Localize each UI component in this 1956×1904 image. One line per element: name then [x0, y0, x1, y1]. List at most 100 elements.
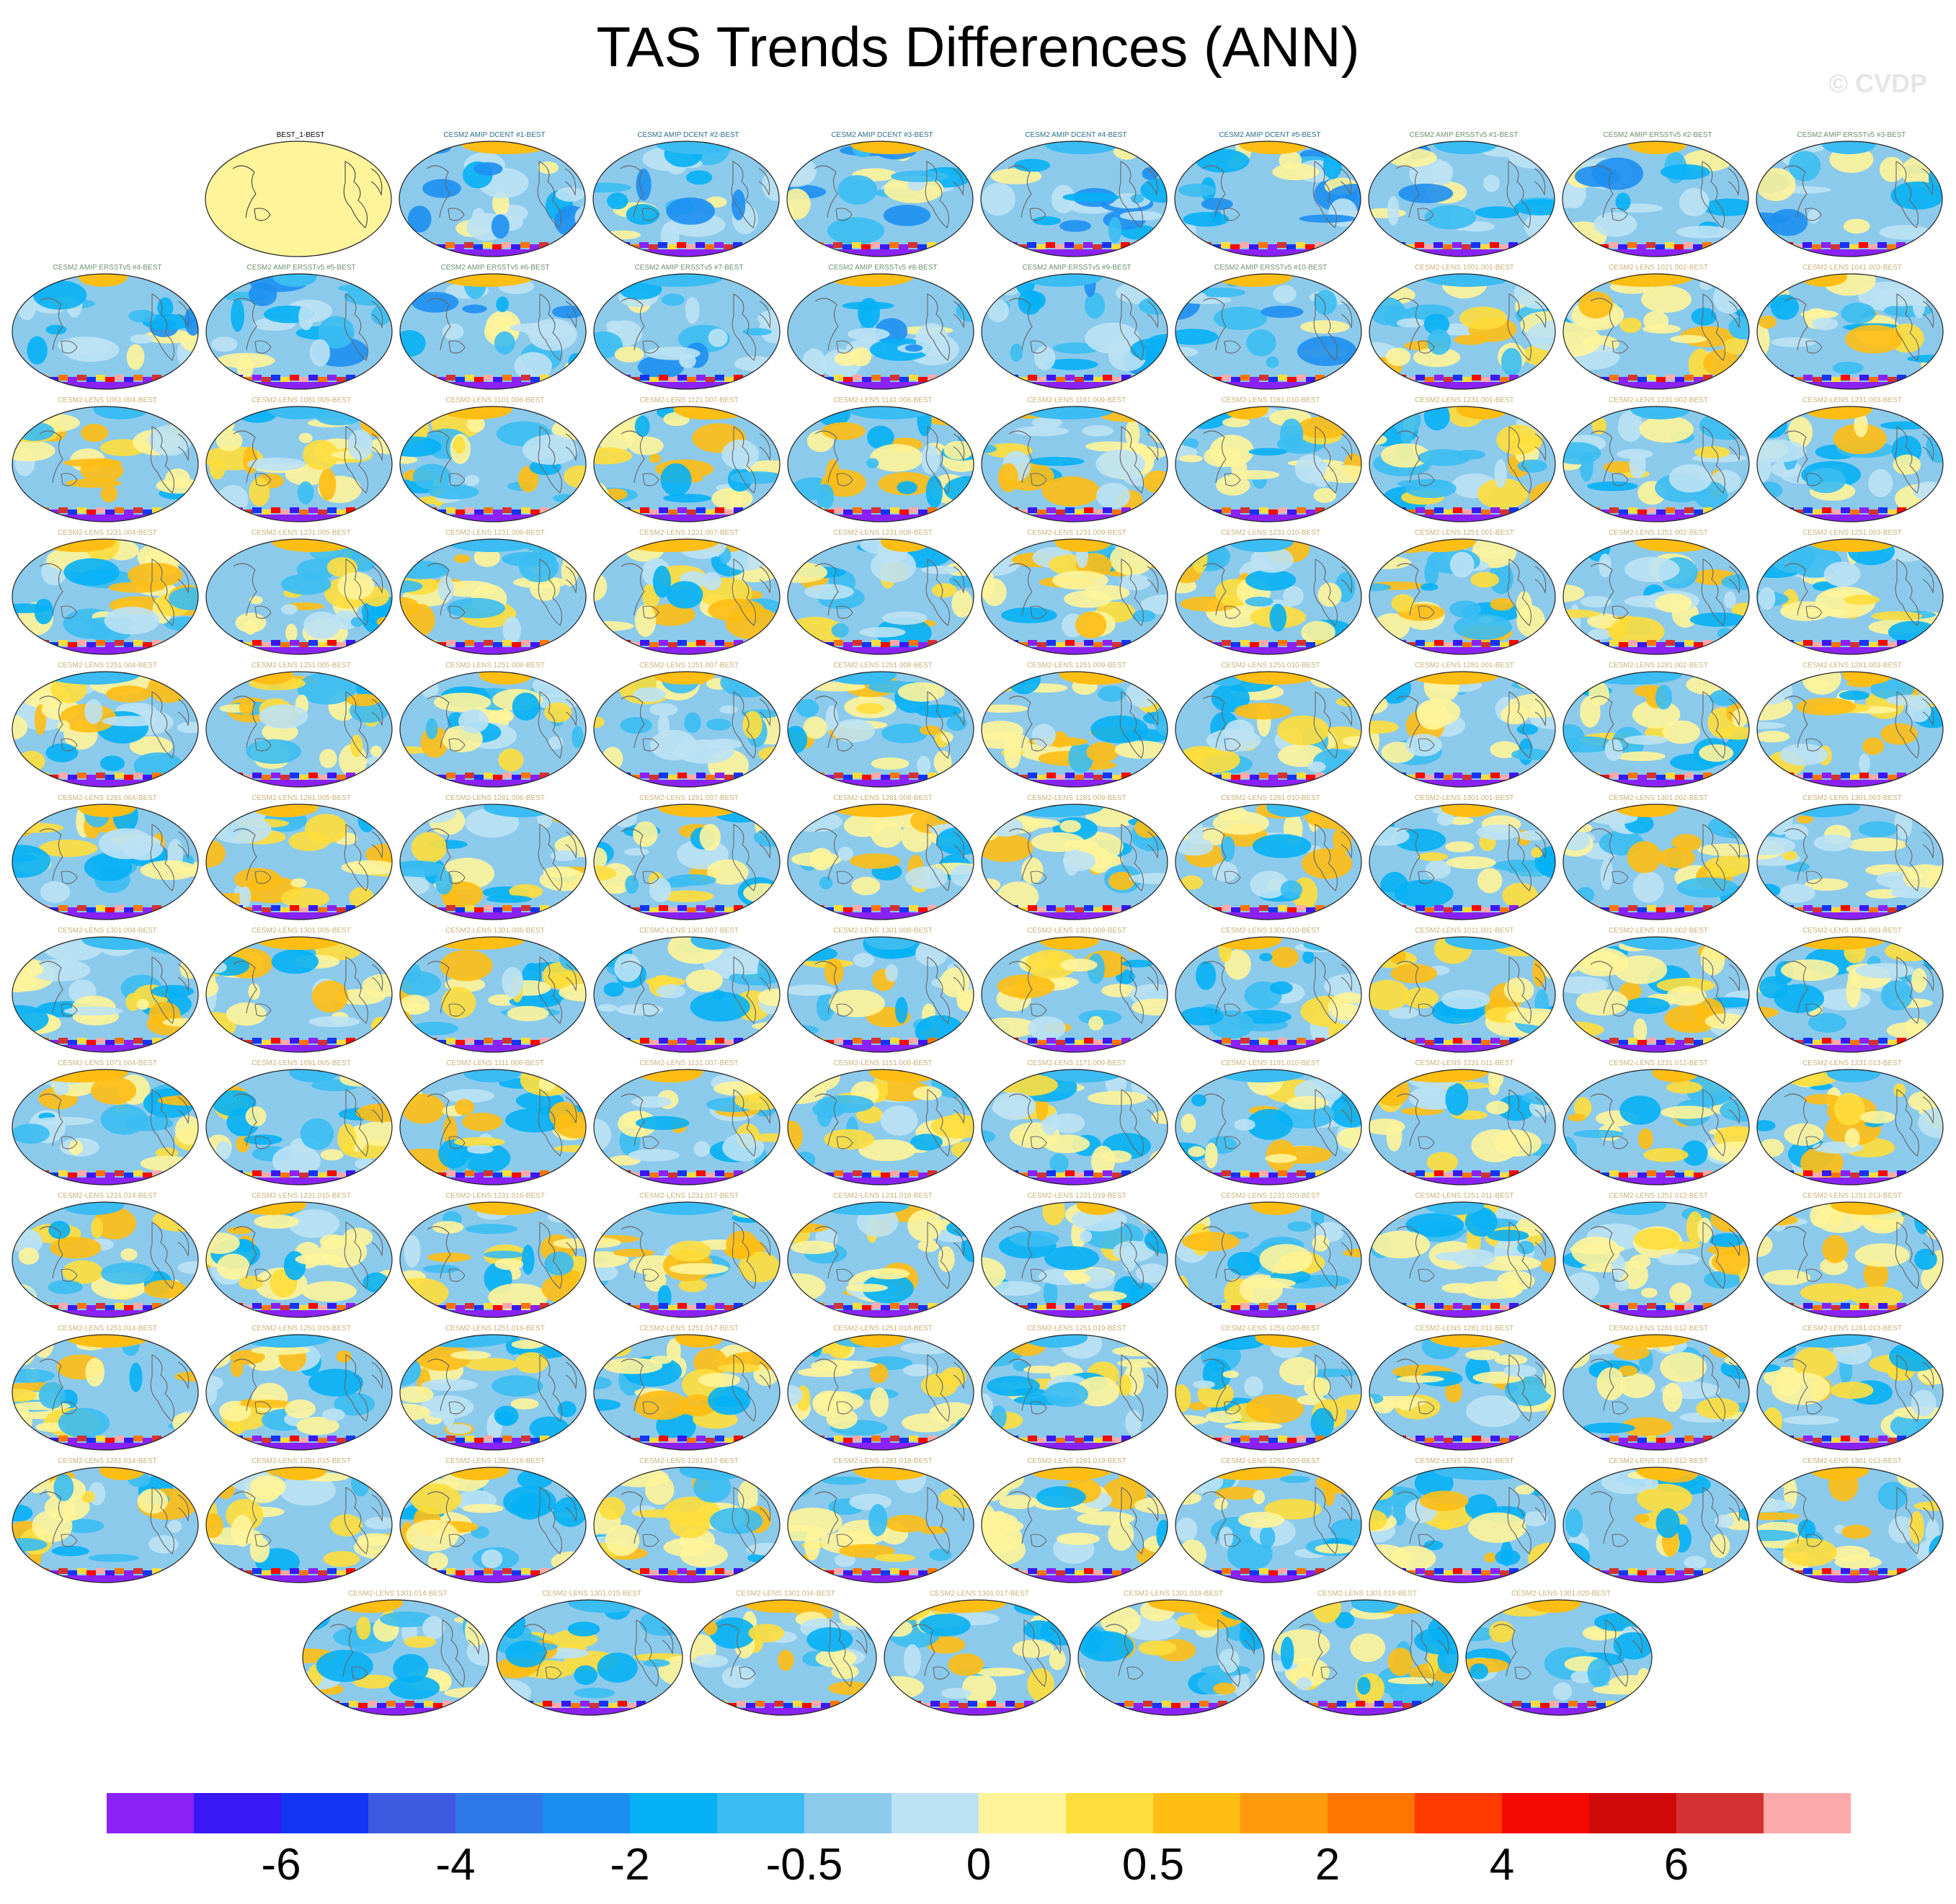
panel-label: CESM2-LENS 1301.012-BEST — [1609, 1457, 1708, 1465]
globe-map — [981, 538, 1168, 655]
colorbar-tick-label: 4 — [1489, 1840, 1515, 1890]
globe-map — [1369, 1467, 1556, 1583]
globe-map — [205, 1201, 393, 1318]
globe-map — [1756, 273, 1944, 390]
map-panel: CESM2-LENS 1281.014-BEST — [11, 1457, 204, 1590]
globe-map — [399, 671, 587, 788]
map-panel: CESM2-LENS 1301.002-BEST — [1562, 794, 1755, 927]
panel-label: CESM2-LENS 1011.001-BEST — [1415, 927, 1514, 935]
map-panel: CESM2-LENS 1231.009-BEST — [980, 529, 1173, 662]
map-panel: CESM2-LENS 1231.010-BEST — [1174, 529, 1367, 662]
panel-label: CESM2-LENS 1141.008-BEST — [833, 396, 933, 404]
globe-map — [399, 1201, 587, 1318]
globe-map — [1756, 936, 1944, 1053]
map-panel: CESM2-LENS 1231.005-BEST — [205, 529, 398, 662]
panel-label: CESM2-LENS 1281.015-BEST — [252, 1457, 351, 1465]
map-panel: CESM2 AMIP ERSSTv5 #8-BEST — [786, 264, 979, 396]
globe-map — [205, 273, 393, 390]
map-panel: CESM2-LENS 1061.004-BEST — [11, 396, 204, 529]
panel-label: CESM2 AMIP DCENT #3-BEST — [831, 131, 933, 139]
globe-map — [205, 936, 393, 1053]
map-panel: CESM2-LENS 1231.001-BEST — [1368, 396, 1561, 529]
map-panel: CESM2-LENS 1231.018-BEST — [786, 1192, 979, 1325]
globe-map — [1756, 406, 1944, 522]
globe-map — [981, 1201, 1168, 1318]
map-panel: CESM2-LENS 1091.005-BEST — [205, 1059, 398, 1192]
map-panel: CESM2-LENS 1251.008-BEST — [786, 662, 979, 794]
panel-label: CESM2-LENS 1231.004-BEST — [58, 529, 157, 537]
map-panel: CESM2-LENS 1131.007-BEST — [592, 1059, 786, 1192]
panel-label: CESM2-LENS 1281.011-BEST — [1415, 1325, 1514, 1333]
watermark: © CVDP — [1828, 68, 1927, 98]
globe-map — [1175, 1069, 1362, 1185]
globe-map — [399, 936, 587, 1053]
map-panel: CESM2-LENS 1301.018-BEST — [1077, 1590, 1270, 1722]
map-panel: CESM2-LENS 1231.017-BEST — [592, 1192, 786, 1325]
map-panel-grid: BEST_1-BEST CESM2 AMIP DCENT #1-BEST CESM2… — [11, 131, 1949, 1722]
map-panel: CESM2-LENS 1301.001-BEST — [1368, 794, 1561, 927]
panel-label: CESM2-LENS 1231.019-BEST — [1027, 1192, 1126, 1200]
map-panel: CESM2-LENS 1301.006-BEST — [399, 927, 592, 1059]
globe-map — [787, 671, 974, 788]
panel-label: CESM2-LENS 1301.013-BEST — [1802, 1457, 1902, 1465]
globe-map — [205, 804, 393, 920]
panel-label: CESM2-LENS 1251.012-BEST — [1609, 1192, 1708, 1200]
map-panel: CESM2-LENS 1251.003-BEST — [1756, 529, 1949, 662]
globe-map — [1562, 671, 1750, 788]
panel-label: CESM2-LENS 1231.008-BEST — [833, 529, 933, 537]
globe-map — [12, 671, 199, 788]
colorbar-tick-label: -2 — [610, 1840, 650, 1890]
globe-map — [1756, 1069, 1944, 1185]
globe-map — [593, 1467, 781, 1583]
panel-label: CESM2-LENS 1251.001-BEST — [1415, 529, 1514, 537]
colorbar-tick-label: -6 — [261, 1840, 301, 1890]
panel-label: CESM2-LENS 1251.010-BEST — [1221, 662, 1320, 669]
map-panel: CESM2-LENS 1301.012-BEST — [1562, 1457, 1755, 1590]
map-panel: CESM2-LENS 1251.009-BEST — [980, 662, 1173, 794]
map-panel: CESM2-LENS 1281.013-BEST — [1756, 1325, 1949, 1457]
panel-label: CESM2-LENS 1181.010-BEST — [1221, 396, 1320, 404]
panel-label: CESM2 AMIP ERSSTv5 #5-BEST — [246, 264, 356, 272]
panel-label: CESM2-LENS 1301.014-BEST — [348, 1590, 448, 1598]
panel-label: CESM2-LENS 1061.004-BEST — [58, 396, 157, 404]
globe-map — [302, 1599, 489, 1716]
globe-map — [787, 538, 974, 655]
globe-map — [1271, 1599, 1459, 1716]
map-panel: CESM2 AMIP DCENT #5-BEST — [1173, 131, 1366, 264]
colorbar-tick-label: 2 — [1315, 1840, 1341, 1890]
colorbar-box — [1240, 1793, 1328, 1833]
map-panel: CESM2-LENS 1281.005-BEST — [205, 794, 398, 927]
map-panel: CESM2-LENS 1281.004-BEST — [11, 794, 204, 927]
panel-label: CESM2-LENS 1231.007-BEST — [639, 529, 739, 537]
globe-map — [981, 273, 1168, 390]
map-panel: CESM2-LENS 1301.007-BEST — [592, 927, 786, 1059]
globe-map — [205, 1467, 393, 1583]
panel-label: CESM2-LENS 1251.004-BEST — [58, 662, 157, 669]
colorbar-tick-label: -0.5 — [765, 1840, 843, 1890]
map-panel: CESM2-LENS 1231.015-BEST — [205, 1192, 398, 1325]
panel-label: CESM2-LENS 1151.008-BEST — [833, 1059, 933, 1067]
panel-label: CESM2-LENS 1301.008-BEST — [833, 927, 933, 935]
page-title: TAS Trends Differences (ANN) — [596, 15, 1360, 79]
globe-map — [1175, 804, 1362, 920]
globe-map — [1756, 141, 1943, 257]
map-panel: CESM2 AMIP ERSSTv5 #7-BEST — [592, 264, 786, 396]
map-panel: CESM2-LENS 1231.007-BEST — [592, 529, 786, 662]
map-panel: CESM2-LENS 1281.019-BEST — [980, 1457, 1173, 1590]
panel-label: CESM2 AMIP ERSSTv5 #4-BEST — [53, 264, 162, 272]
map-panel: CESM2-LENS 1231.014-BEST — [11, 1192, 204, 1325]
panel-label: CESM2-LENS 1161.009-BEST — [1027, 396, 1126, 404]
panel-label: CESM2-LENS 1231.017-BEST — [639, 1192, 739, 1200]
map-panel: CESM2-LENS 1011.001-BEST — [1368, 927, 1561, 1059]
map-panel: CESM2-LENS 1301.015-BEST — [495, 1590, 688, 1722]
colorbar-tick-label: 0 — [966, 1840, 992, 1890]
panel-label: CESM2-LENS 1251.015-BEST — [252, 1325, 351, 1333]
map-panel: CESM2-LENS 1231.003-BEST — [1756, 396, 1949, 529]
panel-label: CESM2-LENS 1251.005-BEST — [252, 662, 351, 669]
map-panel: CESM2-LENS 1281.006-BEST — [399, 794, 592, 927]
globe-map — [1756, 1334, 1944, 1451]
panel-label: CESM2-LENS 1281.020-BEST — [1221, 1457, 1320, 1465]
panel-label: CESM2-LENS 1301.005-BEST — [252, 927, 351, 935]
globe-map — [787, 406, 974, 522]
map-panel: CESM2-LENS 1231.011-BEST — [1368, 1059, 1561, 1192]
